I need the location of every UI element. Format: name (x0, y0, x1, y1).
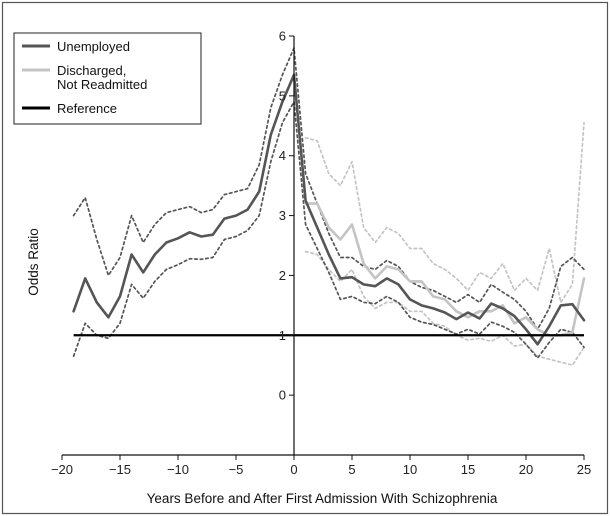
series-line-discharged-not-readmitted (304, 202, 586, 337)
y-tick-label: 4 (279, 148, 286, 163)
y-tick-label: 3 (279, 208, 286, 223)
legend-label-discharged-line1: Discharged, (57, 63, 126, 78)
x-tick-label: 5 (348, 462, 355, 477)
y-tick-label: 6 (279, 29, 286, 44)
y-axis-title: Odds Ratio (26, 228, 41, 296)
series-line-unemployed-95-ci-upper (72, 47, 585, 331)
legend-label-reference: Reference (57, 101, 117, 116)
plot-area (72, 47, 586, 367)
x-tick-label: 10 (403, 462, 417, 477)
x-tick-label: 0 (290, 462, 297, 477)
x-tick-label: −10 (167, 462, 189, 477)
y-tick-label: 1 (279, 328, 286, 343)
y-tick-label: 2 (279, 268, 286, 283)
series-line-discharged-not-readmitted-95-ci-lower (304, 250, 585, 367)
x-tick-label: 25 (577, 462, 591, 477)
ticks-layer: −20 −15 −10 −5 0 5 10 15 20 25 0 1 2 3 4 5 6 (51, 29, 591, 478)
series-line-discharged-not-readmitted-95-ci-upper (304, 121, 585, 304)
y-tick-label: 5 (279, 88, 286, 103)
legend-label-discharged: Discharged, Not Readmitted (57, 63, 147, 92)
x-tick-label: 15 (461, 462, 475, 477)
x-axis-title: Years Before and After First Admission W… (147, 491, 498, 506)
x-tick-label: −20 (51, 462, 73, 477)
legend-label-discharged-line2: Not Readmitted (57, 77, 147, 92)
legend-label-unemployed: Unemployed (57, 39, 130, 54)
x-tick-label: −15 (109, 462, 131, 477)
series-line-unemployed (72, 73, 586, 346)
legend: Unemployed Discharged, Not Readmitted Re… (13, 32, 202, 125)
y-tick-label: 0 (279, 388, 286, 403)
series-line-unemployed-95-ci-lower (72, 100, 585, 359)
x-tick-label: −5 (229, 462, 244, 477)
x-tick-label: 20 (519, 462, 533, 477)
